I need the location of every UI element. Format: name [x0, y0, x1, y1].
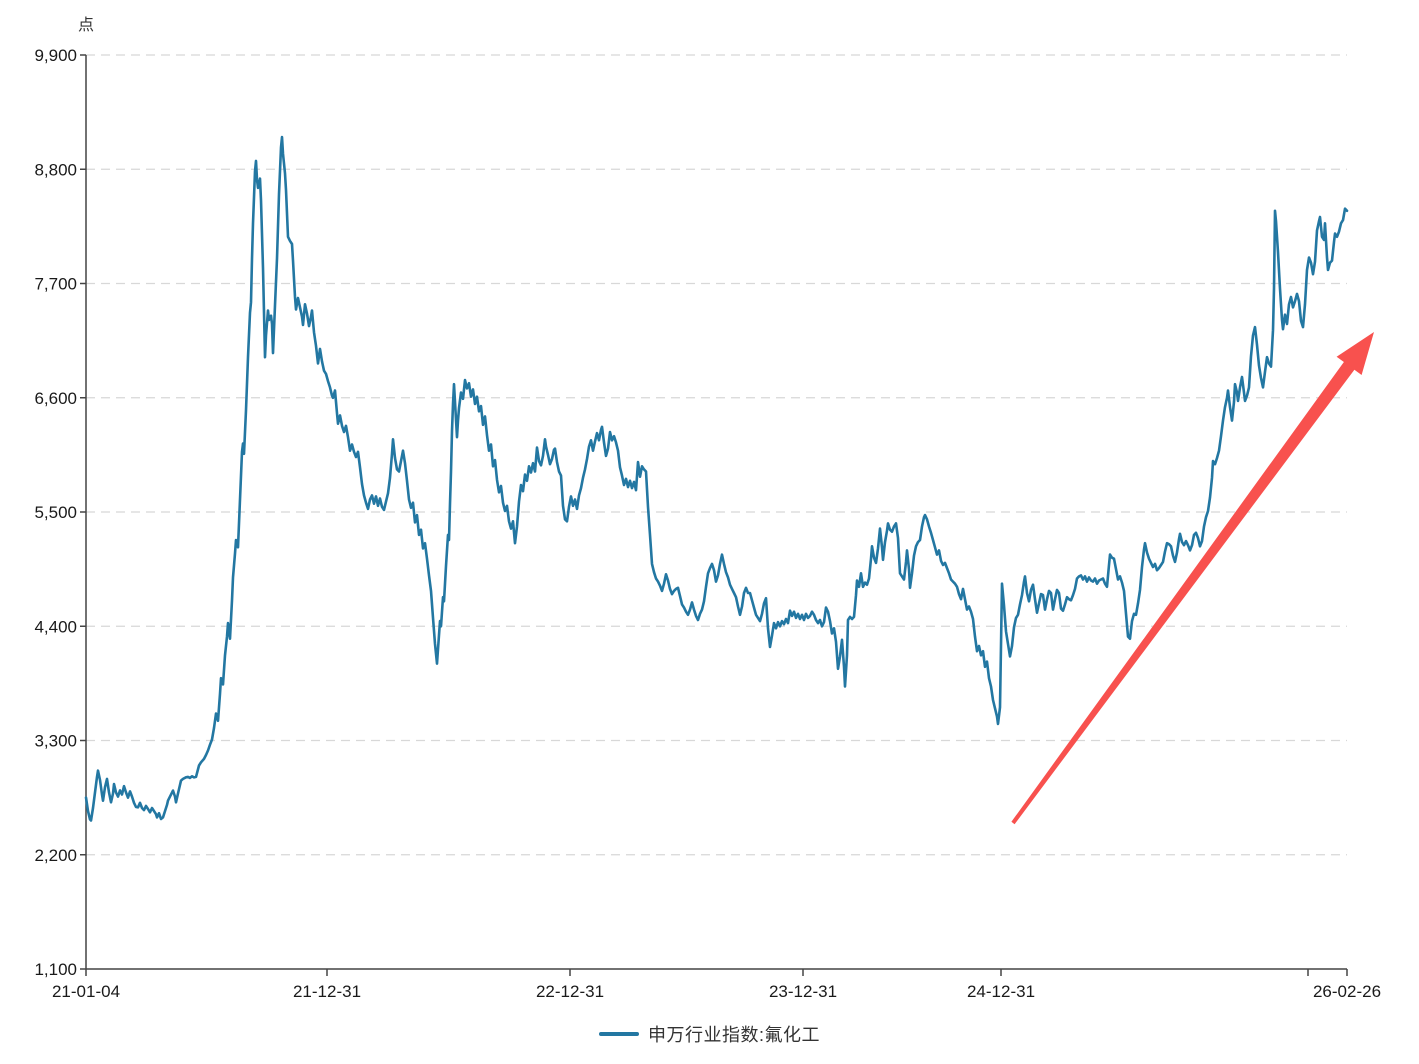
y-axis-unit-label: 点 [78, 16, 94, 34]
trend-arrow-annotation [1011, 332, 1374, 825]
y-axis-tick-label: 2,200 [34, 846, 77, 865]
y-axis-tick-label: 7,700 [34, 275, 77, 294]
y-axis-tick-label: 9,900 [34, 46, 77, 65]
x-axis-tick-label: 22-12-31 [536, 982, 604, 1001]
legend-item-fluorochemical[interactable]: 申万行业指数:氟化工 [598, 1021, 820, 1047]
gridlines-group [86, 54, 1347, 856]
y-axis-tick-label: 4,400 [34, 617, 77, 636]
x-axis-tick-label: 21-01-04 [52, 982, 120, 1001]
y-axis-tick-label: 8,800 [34, 160, 77, 179]
y-axis-tick-label: 3,300 [34, 732, 77, 751]
y-axis-tick-label: 6,600 [34, 389, 77, 408]
y-axis-tick-label: 5,500 [34, 503, 77, 522]
x-axis-tick-label: 26-02-26 [1313, 982, 1381, 1001]
legend: 申万行业指数:氟化工 [0, 1019, 1419, 1049]
x-axis-tick-label: 23-12-31 [769, 982, 837, 1001]
tick-labels-group: 1,100 2,200 3,300 4,400 5,500 6,600 7,700 8,800… [34, 46, 1381, 1001]
y-axis-tick-label: 1,100 [34, 960, 77, 979]
series-line-fluorochemical-index [84, 135, 1349, 822]
legend-item-label: 申万行业指数:氟化工 [647, 1025, 820, 1045]
x-axis-tick-label: 21-12-31 [293, 982, 361, 1001]
ticks-group [80, 54, 1348, 976]
x-axis-tick-label: 24-12-31 [967, 982, 1035, 1001]
legend-line-swatch [598, 1032, 639, 1036]
